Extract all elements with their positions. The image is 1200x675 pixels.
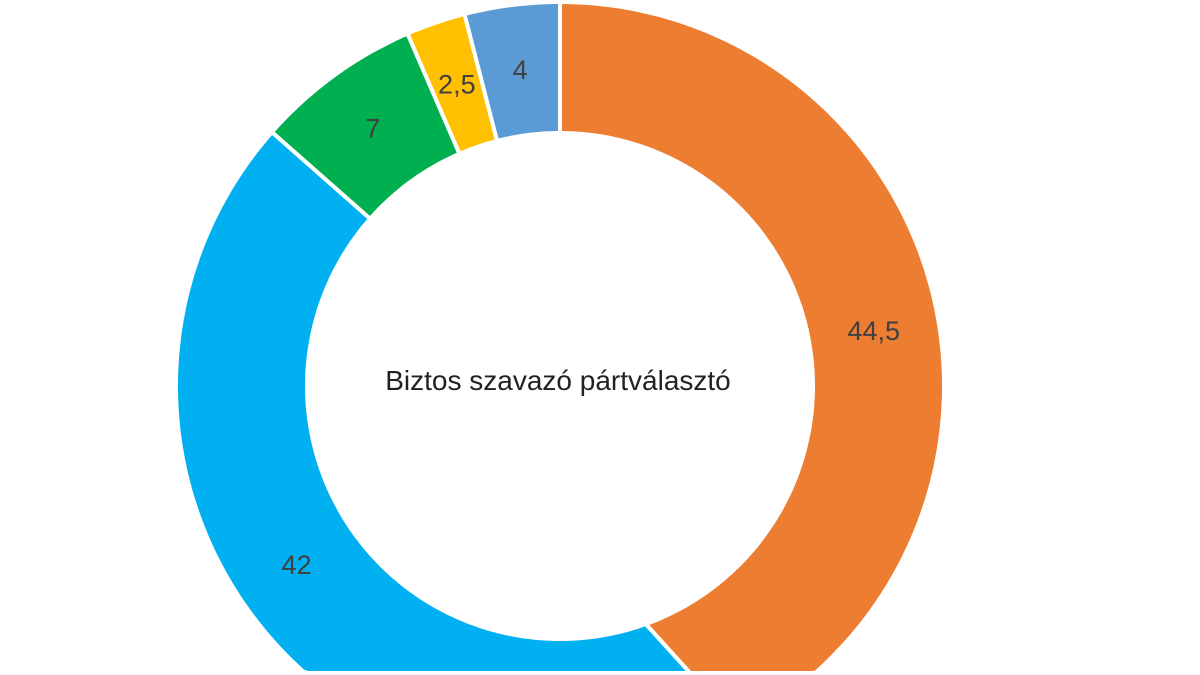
slice-labels: 44,5 42 7 2,5 4 <box>282 55 900 580</box>
center-label: Biztos szavazó pártválasztó <box>385 365 731 396</box>
slice-label-2: 7 <box>365 113 380 143</box>
slice-label-4: 4 <box>513 55 528 85</box>
slice-1 <box>174 130 693 675</box>
slice-label-0: 44,5 <box>847 316 900 346</box>
slice-label-1: 42 <box>282 550 312 580</box>
slice-label-3: 2,5 <box>438 70 476 100</box>
donut-slices <box>174 0 946 675</box>
slice-4 <box>462 0 562 143</box>
